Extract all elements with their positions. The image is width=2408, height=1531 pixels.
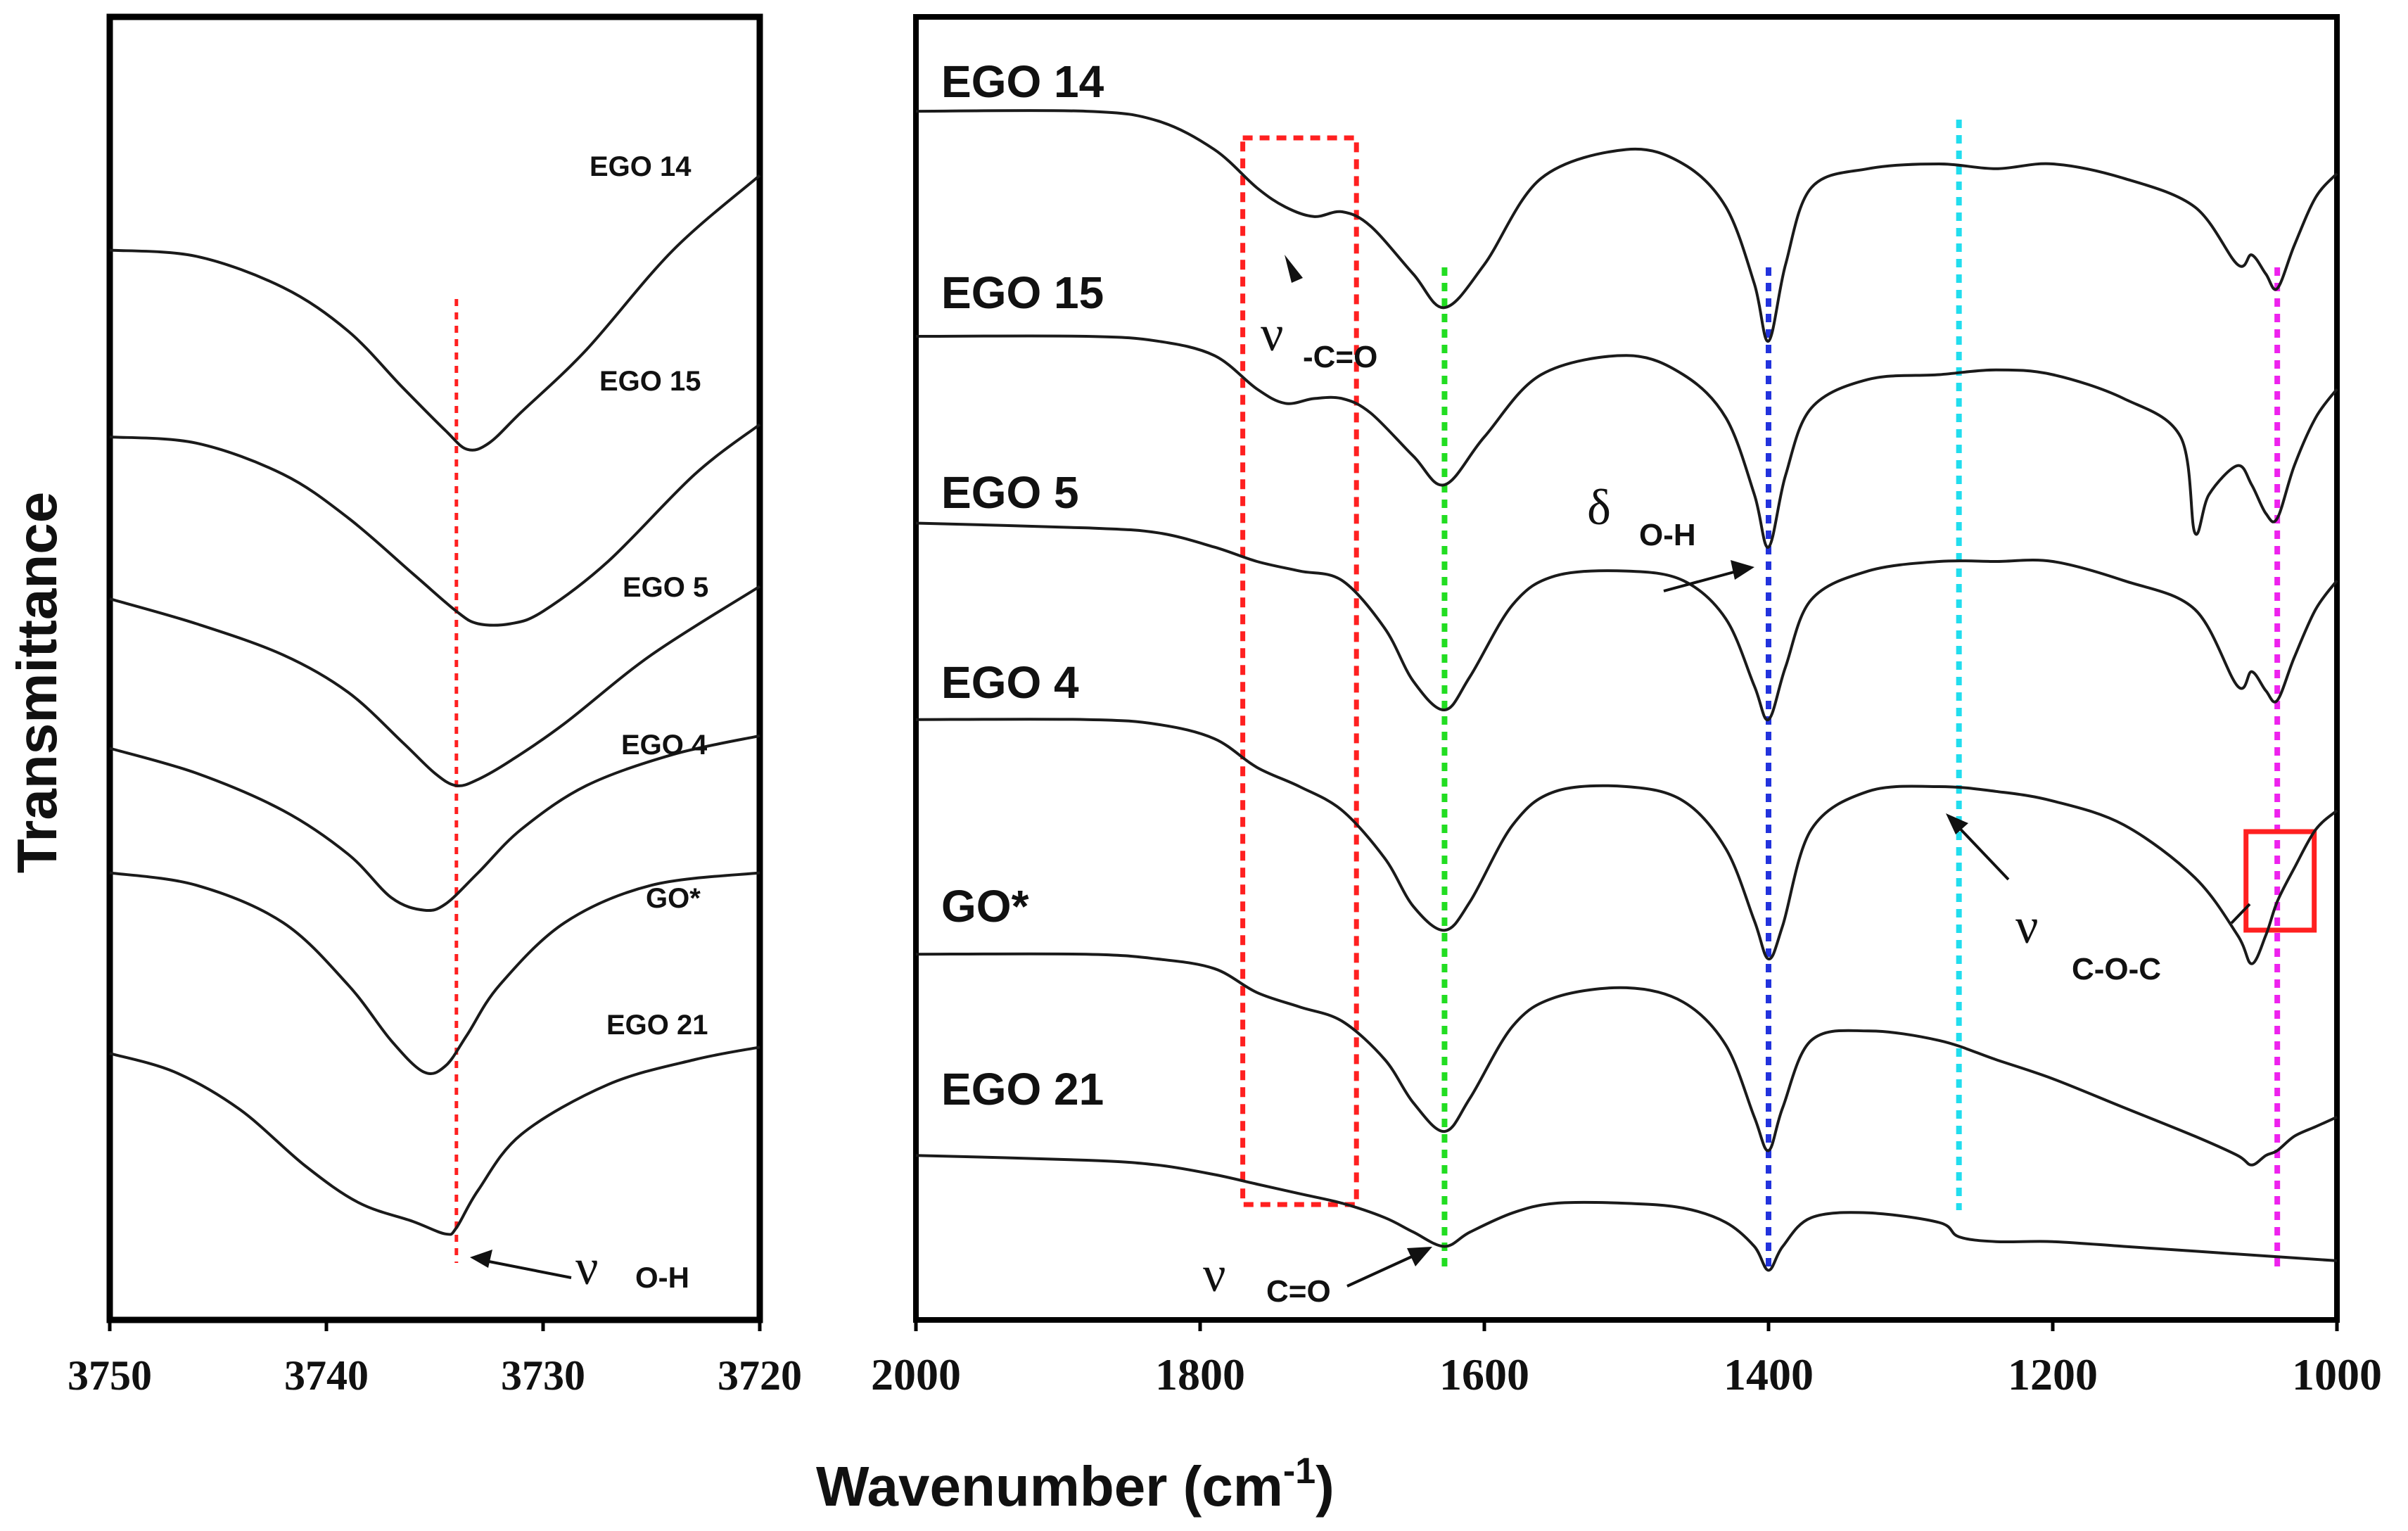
tick-label-1-3: 1400	[1724, 1349, 1814, 1399]
x-axis-title: Wavenumber (cm-1)	[816, 1451, 1334, 1518]
series-line-0-3	[109, 734, 760, 913]
left-panel-series	[109, 174, 761, 1236]
left-panel-frame	[106, 13, 763, 1323]
left-label-ego15: EGO 15	[599, 366, 701, 397]
annotation-delta-oh: δ O-H	[1587, 479, 1754, 592]
right-label-ego4: EGO 4	[941, 657, 1079, 708]
annotation-vc-o-stretch: ν -C=O	[1261, 255, 1377, 374]
carbonyl-region-box	[1240, 135, 1359, 1207]
series-line-0-0	[109, 174, 761, 452]
tick-label-1-1: 1800	[1155, 1349, 1245, 1399]
svg-text:O-H: O-H	[635, 1261, 689, 1294]
right-panel-series	[915, 109, 2338, 1272]
series-line-0-1	[109, 423, 761, 627]
y-axis-title: Transmittance	[6, 492, 68, 873]
right-label-ego5: EGO 5	[941, 467, 1079, 518]
tick-label-0-1: 3740	[284, 1352, 369, 1399]
svg-text:ν: ν	[575, 1239, 599, 1295]
right-label-ego21: EGO 21	[941, 1064, 1104, 1114]
svg-text:ν: ν	[1203, 1246, 1226, 1302]
right-panel-frame	[913, 14, 2340, 1323]
tick-label-1-5: 1000	[2292, 1349, 2382, 1399]
coc-highlight-box	[2243, 829, 2317, 933]
svg-text:δ: δ	[1587, 479, 1611, 535]
left-panel-ticks: 3750 3740 3730 3720	[68, 1320, 802, 1399]
tick-label-0-2: 3730	[501, 1352, 585, 1399]
right-label-ego14: EGO 14	[941, 56, 1104, 107]
annotation-voh: ν O-H	[470, 1239, 689, 1295]
series-line-0-4	[109, 871, 760, 1076]
tick-label-0-0: 3750	[68, 1352, 152, 1399]
series-line-0-5	[109, 1046, 760, 1236]
tick-label-1-4: 1200	[2008, 1349, 2098, 1399]
right-panel-overlays	[1240, 120, 2317, 1266]
right-panel-ticks: 2000 1800 1600 1400 1200 1000	[871, 1320, 2382, 1399]
series-line-1-1	[915, 334, 2338, 549]
left-label-ego5: EGO 5	[623, 572, 708, 603]
right-label-ego15: EGO 15	[941, 267, 1104, 318]
svg-text:ν: ν	[2015, 898, 2039, 954]
right-label-go: GO*	[941, 881, 1029, 932]
tick-label-1-0: 2000	[871, 1349, 961, 1399]
svg-text:C=O: C=O	[1266, 1274, 1331, 1309]
series-line-1-4	[915, 952, 2338, 1167]
svg-text:O-H: O-H	[1639, 518, 1696, 552]
series-line-1-2	[915, 521, 2338, 721]
annotation-vc-o: ν C=O	[1203, 1246, 1432, 1309]
svg-text:C-O-C: C-O-C	[2072, 952, 2161, 986]
tick-label-1-2: 1600	[1439, 1349, 1529, 1399]
left-label-go: GO*	[646, 883, 701, 914]
left-label-ego21: EGO 21	[606, 1010, 708, 1041]
series-line-1-5	[915, 1154, 2338, 1272]
left-label-ego14: EGO 14	[590, 151, 692, 182]
series-line-0-2	[109, 585, 761, 787]
series-line-1-0	[915, 109, 2338, 343]
tick-label-0-3: 3720	[718, 1352, 802, 1399]
left-series-labels: EGO 14 EGO 15 EGO 5 EGO 4 GO* EGO 21	[590, 151, 708, 1041]
annotation-vc-o-c: ν C-O-C	[1946, 813, 2251, 986]
left-label-ego4: EGO 4	[621, 730, 708, 761]
series-line-1-3	[915, 718, 2338, 965]
svg-text:ν: ν	[1261, 305, 1284, 362]
svg-text:-C=O: -C=O	[1303, 340, 1377, 374]
right-series-labels: EGO 14 EGO 15 EGO 5 EGO 4 GO* EGO 21	[941, 56, 1104, 1114]
